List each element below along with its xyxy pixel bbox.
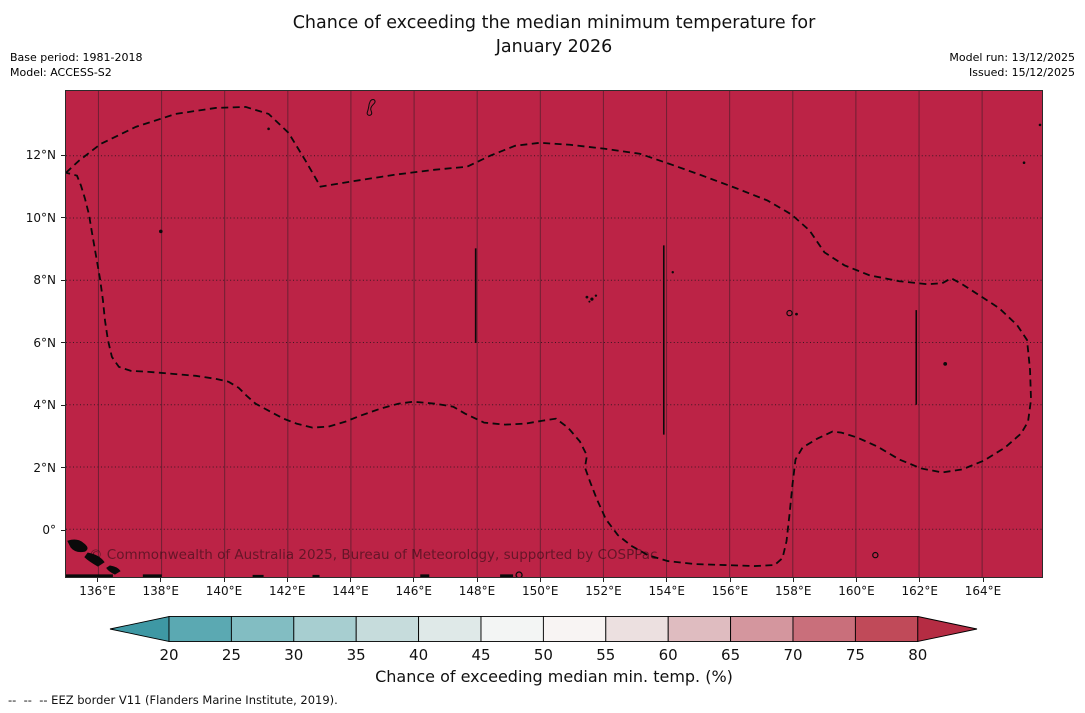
x-tick-label: 146°E <box>396 584 433 598</box>
colorbar-segment <box>419 617 481 642</box>
colorbar-segment <box>543 617 605 642</box>
figure-canvas: { "title": { "line1": "Chance of exceedi… <box>0 0 1085 713</box>
x-tick-mark <box>160 578 161 582</box>
base-period-text: Base period: 1981-2018 <box>10 50 142 65</box>
x-tick-label: 150°E <box>522 584 559 598</box>
colorbar-tick-label: 65 <box>721 646 740 664</box>
colorbar-tick-label: 20 <box>159 646 178 664</box>
x-tick-mark <box>413 578 414 582</box>
x-tick-mark <box>477 578 478 582</box>
colorbar-label: Chance of exceeding median min. temp. (%… <box>65 667 1043 686</box>
map-fill-rect <box>66 91 1042 577</box>
x-tick-label: 148°E <box>459 584 496 598</box>
x-tick-label: 154°E <box>649 584 686 598</box>
colorbar-segment <box>294 617 356 642</box>
y-tick-mark <box>61 280 65 281</box>
x-tick-label: 160°E <box>838 584 875 598</box>
colorbar-segment <box>668 617 730 642</box>
y-tick-label: 12°N <box>0 148 56 162</box>
colorbar-tick-label: 80 <box>908 646 927 664</box>
x-tick-mark <box>540 578 541 582</box>
colorbar-tick-label: 25 <box>222 646 241 664</box>
map-svg <box>66 91 1042 577</box>
colorbar-tick-label: 35 <box>347 646 366 664</box>
colorbar-segment <box>356 617 418 642</box>
y-tick-label: 6°N <box>0 336 56 350</box>
colorbar-tick-label: 55 <box>596 646 615 664</box>
meta-right: Model run: 13/12/2025 Issued: 15/12/2025 <box>949 50 1075 81</box>
y-tick-label: 8°N <box>0 273 56 287</box>
x-tick-label: 152°E <box>585 584 622 598</box>
colorbar-tick-label: 40 <box>409 646 428 664</box>
colorbar-arrow-left <box>110 617 169 642</box>
x-tick-mark <box>224 578 225 582</box>
x-tick-mark <box>287 578 288 582</box>
x-tick-label: 142°E <box>269 584 306 598</box>
colorbar-tick-label: 70 <box>783 646 802 664</box>
x-tick-label: 140°E <box>206 584 243 598</box>
page-title: Chance of exceeding the median minimum t… <box>65 12 1043 59</box>
y-tick-mark <box>61 405 65 406</box>
issued-text: Issued: 15/12/2025 <box>949 65 1075 80</box>
y-tick-mark <box>61 530 65 531</box>
colorbar-segment <box>606 617 668 642</box>
x-tick-mark <box>983 578 984 582</box>
x-tick-label: 164°E <box>965 584 1002 598</box>
map-canvas: © Commonwealth of Australia 2025, Bureau… <box>65 90 1043 578</box>
colorbar-segment <box>855 617 917 642</box>
x-tick-label: 162°E <box>902 584 939 598</box>
y-tick-label: 0° <box>0 523 56 537</box>
x-tick-label: 158°E <box>775 584 812 598</box>
colorbar-tick-label: 45 <box>471 646 490 664</box>
y-tick-mark <box>61 342 65 343</box>
x-tick-mark <box>793 578 794 582</box>
y-tick-label: 4°N <box>0 398 56 412</box>
x-tick-mark <box>856 578 857 582</box>
colorbar-tick-label: 50 <box>534 646 553 664</box>
colorbar-segment <box>231 617 293 642</box>
colorbar-tick-label: 30 <box>284 646 303 664</box>
colorbar-segment <box>793 617 855 642</box>
y-tick-label: 10°N <box>0 211 56 225</box>
x-tick-mark <box>666 578 667 582</box>
y-tick-mark <box>61 155 65 156</box>
title-line-2: January 2026 <box>65 36 1043 60</box>
colorbar-svg: 20 25 30 35 40 45 50 55 60 65 70 75 80 <box>0 608 1085 670</box>
colorbar-segment <box>731 617 793 642</box>
colorbar-segment <box>481 617 543 642</box>
x-tick-mark <box>350 578 351 582</box>
x-tick-mark <box>919 578 920 582</box>
model-text: Model: ACCESS-S2 <box>10 65 142 80</box>
x-tick-mark <box>603 578 604 582</box>
x-tick-mark <box>730 578 731 582</box>
colorbar-tick-label: 75 <box>846 646 865 664</box>
colorbar-segment <box>169 617 231 642</box>
x-tick-label: 156°E <box>712 584 749 598</box>
x-tick-label: 144°E <box>332 584 369 598</box>
colorbar-arrow-right <box>918 617 977 642</box>
y-tick-mark <box>61 217 65 218</box>
y-tick-mark <box>61 467 65 468</box>
model-run-text: Model run: 13/12/2025 <box>949 50 1075 65</box>
colorbar-tick-label: 60 <box>659 646 678 664</box>
y-tick-label: 2°N <box>0 461 56 475</box>
eez-legend-note: -- -- -- EEZ border V11 (Flanders Marine… <box>8 693 338 707</box>
x-tick-label: 136°E <box>79 584 116 598</box>
title-line-1: Chance of exceeding the median minimum t… <box>65 12 1043 36</box>
meta-left: Base period: 1981-2018 Model: ACCESS-S2 <box>10 50 142 81</box>
x-tick-mark <box>97 578 98 582</box>
x-tick-label: 138°E <box>143 584 180 598</box>
